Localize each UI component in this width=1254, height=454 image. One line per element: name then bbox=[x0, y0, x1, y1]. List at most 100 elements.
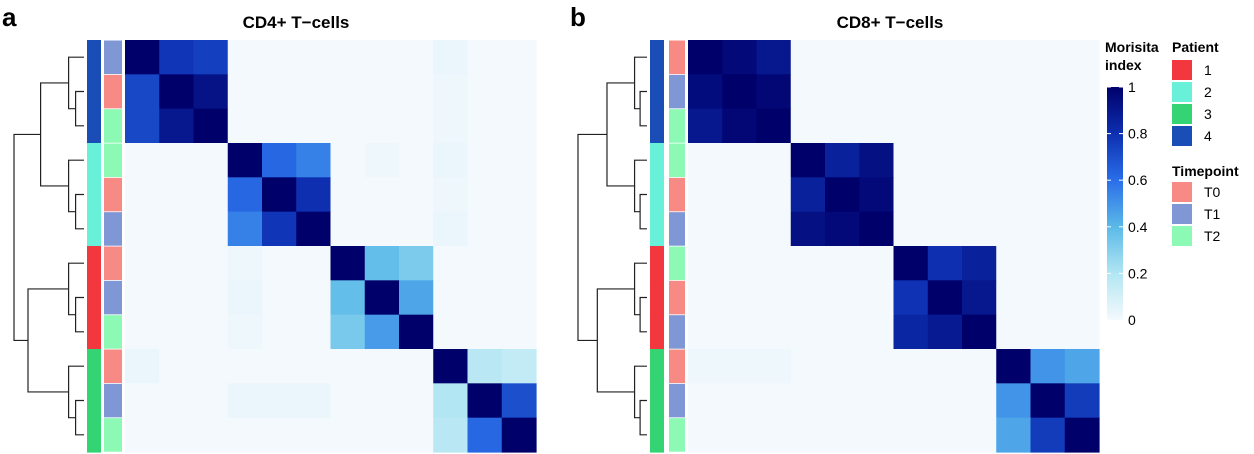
heatmap-cell bbox=[262, 74, 297, 110]
heatmap-cell bbox=[262, 383, 297, 419]
panel-title-b: CD8+ T−cells bbox=[837, 13, 944, 32]
heatmap-cell bbox=[1064, 349, 1100, 384]
heatmap-cell bbox=[1064, 40, 1100, 75]
timepoint-strip-cell bbox=[669, 143, 685, 178]
heatmap-cell bbox=[790, 314, 826, 350]
heatmap-cell bbox=[722, 40, 758, 75]
heatmap-cell bbox=[433, 40, 469, 75]
heatmap-cell bbox=[296, 211, 332, 247]
heatmap-cell bbox=[859, 108, 895, 144]
heatmap-cell bbox=[756, 246, 792, 281]
heatmap-cell bbox=[893, 314, 929, 350]
heatmap-cell bbox=[756, 280, 792, 316]
heatmap-cell bbox=[825, 40, 860, 75]
heatmap-cell bbox=[859, 211, 895, 247]
heatmap-cell bbox=[756, 40, 792, 75]
heatmap-cell bbox=[790, 211, 826, 247]
heatmap-cell bbox=[688, 177, 723, 213]
heatmap-cell bbox=[1030, 383, 1066, 419]
patient-strip-cell bbox=[650, 314, 664, 350]
timepoint-strip-cell bbox=[104, 40, 122, 75]
heatmap-cell bbox=[1064, 74, 1100, 110]
timepoint-strip-cell bbox=[669, 109, 685, 143]
heatmap-cell bbox=[893, 280, 929, 316]
heatmap-cell bbox=[927, 280, 963, 316]
heatmap-cell bbox=[996, 211, 1032, 247]
heatmap-cell bbox=[859, 143, 895, 178]
heatmap-cell bbox=[399, 177, 434, 213]
heatmap-cell bbox=[688, 383, 723, 419]
heatmap-cell bbox=[330, 383, 366, 419]
heatmap-cell bbox=[159, 40, 195, 75]
legend-timepoint-swatch bbox=[1172, 182, 1192, 202]
heatmap-cell bbox=[467, 40, 503, 75]
heatmap-cell bbox=[399, 74, 434, 110]
heatmap-cell bbox=[688, 40, 723, 75]
heatmap-cell bbox=[962, 314, 997, 350]
dendrogram-link bbox=[75, 399, 84, 436]
timepoint-strip-cell bbox=[104, 74, 122, 109]
heatmap-cell bbox=[927, 417, 963, 453]
heatmap-cell bbox=[501, 314, 537, 350]
heatmap-b bbox=[688, 40, 1100, 453]
heatmap-cell bbox=[467, 108, 503, 144]
timepoint-strip-cell bbox=[669, 74, 685, 109]
heatmap-cell bbox=[330, 280, 366, 316]
colorbar-title-line1: Morisita bbox=[1105, 39, 1159, 55]
heatmap-cell bbox=[790, 383, 826, 419]
heatmap-cell bbox=[227, 349, 263, 384]
legend-patient-label: 3 bbox=[1204, 106, 1212, 122]
legend-patient-swatch bbox=[1172, 104, 1192, 124]
heatmap-cell bbox=[364, 40, 400, 75]
heatmap-cell bbox=[262, 246, 297, 281]
heatmap-cell bbox=[159, 349, 195, 384]
heatmap-cell bbox=[722, 383, 758, 419]
heatmap-cell bbox=[125, 177, 160, 213]
heatmap-cell bbox=[159, 143, 195, 178]
heatmap-cell bbox=[1030, 349, 1066, 384]
heatmap-cell bbox=[227, 177, 263, 213]
patient-strip-cell bbox=[650, 383, 664, 419]
heatmap-cell bbox=[433, 177, 469, 213]
heatmap-cell bbox=[433, 314, 469, 350]
heatmap-cell bbox=[330, 143, 366, 178]
heatmap-cell bbox=[159, 280, 195, 316]
heatmap-cell bbox=[193, 314, 229, 350]
heatmap-cell bbox=[1064, 211, 1100, 247]
heatmap-cell bbox=[227, 143, 263, 178]
heatmap-cell bbox=[1064, 280, 1100, 316]
dendrogram-link bbox=[633, 262, 647, 316]
heatmap-cell bbox=[893, 349, 929, 384]
patient-strip-cell bbox=[87, 383, 101, 419]
panel-letter-a: a bbox=[2, 2, 17, 32]
dendrogram-a bbox=[13, 56, 84, 436]
heatmap-cell bbox=[227, 74, 263, 110]
timepoint-strip-cell bbox=[669, 349, 685, 384]
timepoint-strip-cell bbox=[669, 212, 685, 246]
heatmap-cell bbox=[193, 143, 229, 178]
heatmap-cell bbox=[859, 280, 895, 316]
heatmap-cell bbox=[859, 40, 895, 75]
heatmap-cell bbox=[756, 211, 792, 247]
heatmap-cell bbox=[433, 280, 469, 316]
patient-strip-b bbox=[650, 40, 664, 453]
heatmap-cell bbox=[193, 177, 229, 213]
heatmap-cell bbox=[501, 143, 537, 178]
dendrogram-link bbox=[68, 159, 84, 213]
heatmap-cell bbox=[364, 108, 400, 144]
heatmap-cell bbox=[125, 246, 160, 281]
heatmap-cell bbox=[688, 211, 723, 247]
heatmap-cell bbox=[193, 383, 229, 419]
heatmap-cell bbox=[193, 417, 229, 453]
heatmap-cell bbox=[756, 143, 792, 178]
heatmap-cell bbox=[825, 246, 860, 281]
heatmap-cell bbox=[825, 417, 860, 453]
patient-strip-cell bbox=[650, 246, 664, 281]
heatmap-cell bbox=[467, 177, 503, 213]
dendrogram-link bbox=[75, 90, 84, 127]
dendrogram-link bbox=[639, 399, 647, 436]
heatmap-cell bbox=[1030, 314, 1066, 350]
heatmap-cell bbox=[1030, 177, 1066, 213]
heatmap-cell bbox=[722, 280, 758, 316]
heatmap-cell bbox=[364, 349, 400, 384]
